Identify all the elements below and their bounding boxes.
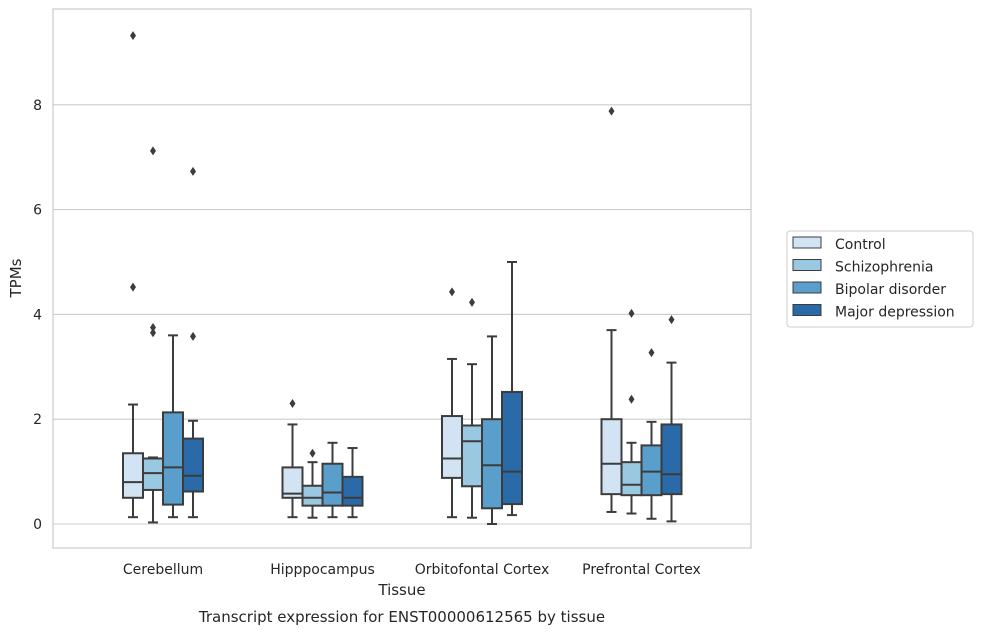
- chart-title: Transcript expression for ENST0000061256…: [198, 608, 605, 626]
- box-iqr: [142, 457, 164, 491]
- box-0-1: [281, 398, 304, 519]
- box-2-2: [481, 335, 503, 525]
- box-1-3: [620, 308, 643, 515]
- x-tick-label: Hipppocampus: [270, 562, 375, 578]
- box-3-2: [501, 261, 523, 517]
- x-tick-label: Cerebellum: [123, 562, 203, 578]
- box-2-1: [321, 441, 344, 519]
- box-0-2: [441, 287, 463, 519]
- outlier-marker: [190, 331, 196, 341]
- outlier-marker: [309, 448, 316, 458]
- box-3-1: [341, 447, 364, 519]
- outlier-marker: [449, 287, 455, 297]
- y-tick-label: 6: [33, 203, 42, 219]
- box-iqr: [182, 437, 204, 493]
- x-tick-label: Orbitofontal Cortex: [415, 562, 550, 578]
- legend-swatch: [792, 259, 822, 271]
- outlier-marker: [130, 31, 136, 41]
- legend-label: Major depression: [835, 305, 955, 321]
- box-plot-series: [122, 31, 683, 525]
- y-tick-label: 2: [33, 412, 42, 428]
- legend-label: Schizophrenia: [835, 260, 933, 276]
- legend: Control Schizophrenia Bipolar disorder Majo…: [786, 230, 974, 328]
- outlier-marker: [469, 297, 475, 307]
- box-iqr: [600, 418, 623, 496]
- box-1-1: [301, 448, 324, 519]
- box-3-0: [182, 166, 204, 519]
- legend-label: Control: [835, 237, 886, 253]
- outlier-marker: [150, 323, 156, 332]
- box-iqr: [660, 423, 683, 496]
- plot-frame: [52, 8, 752, 549]
- box-iqr: [501, 390, 523, 506]
- box-1-2: [461, 297, 483, 519]
- legend-swatch: [792, 236, 822, 249]
- box-2-0: [162, 334, 184, 519]
- box-iqr: [441, 415, 463, 479]
- outlier-marker: [648, 348, 655, 358]
- outlier-marker: [289, 398, 296, 408]
- box-iqr: [122, 452, 144, 499]
- box-0-0: [122, 31, 144, 519]
- legend-swatch: [792, 281, 822, 294]
- legend-frame: [786, 230, 974, 328]
- outlier-marker: [150, 328, 156, 338]
- x-axis-ticks: Cerebellum Hipppocampus Orbitofontal Corte…: [123, 562, 701, 578]
- outlier-marker: [628, 308, 635, 318]
- box-iqr: [321, 462, 344, 507]
- box-iqr: [620, 461, 643, 497]
- box-3-3: [660, 315, 683, 523]
- outlier-marker: [150, 146, 156, 156]
- box-iqr: [281, 466, 304, 499]
- outlier-marker: [628, 394, 635, 404]
- box-iqr: [461, 424, 483, 488]
- legend-label: Bipolar disorder: [835, 282, 946, 298]
- outlier-marker: [668, 315, 675, 325]
- outlier-marker: [608, 106, 615, 116]
- x-tick-label: Prefrontal Cortex: [582, 562, 701, 578]
- box-iqr: [162, 411, 184, 506]
- box-0-3: [600, 106, 623, 513]
- box-iqr: [481, 418, 503, 510]
- y-tick-label: 4: [33, 307, 42, 323]
- y-tick-label: 8: [33, 98, 42, 114]
- y-axis-title: TPMs: [7, 258, 25, 298]
- y-axis-ticks: 0 2 4 6 8: [33, 98, 42, 533]
- outlier-marker: [190, 166, 196, 176]
- outlier-marker: [130, 282, 136, 292]
- box-1-0: [142, 146, 164, 524]
- y-tick-label: 0: [33, 517, 42, 533]
- box-iqr: [341, 475, 364, 507]
- box-2-3: [640, 348, 663, 520]
- legend-swatch: [792, 304, 822, 316]
- box-iqr: [640, 444, 663, 497]
- x-axis-title: Tissue: [377, 581, 425, 599]
- box-iqr: [301, 484, 324, 507]
